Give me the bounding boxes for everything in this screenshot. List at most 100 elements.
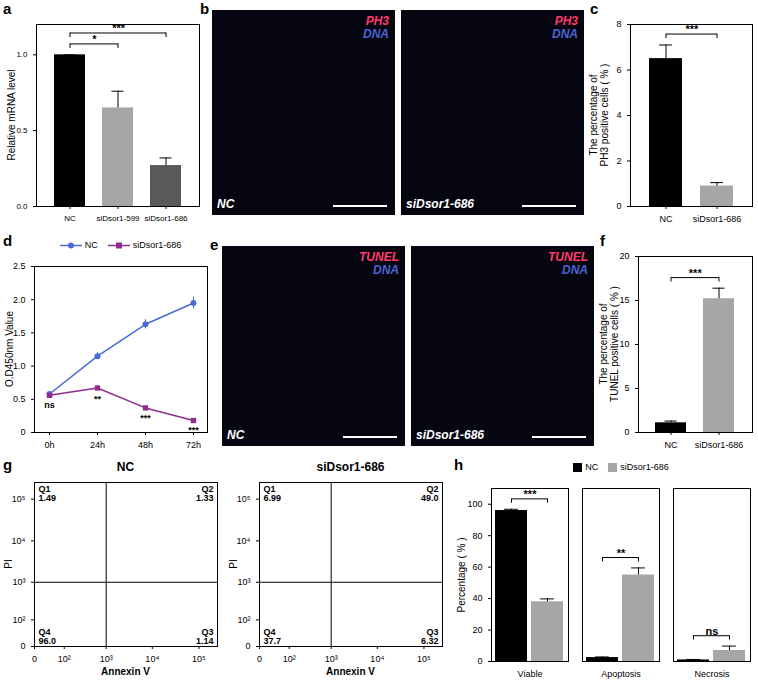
svg-text:***: *** [188,425,199,435]
svg-text:Apoptosis: Apoptosis [601,669,641,679]
svg-text:siDsor1-599: siDsor1-599 [96,214,140,223]
html-text:siDsor1-686: siDsor1-686 [132,240,182,250]
svg-text:***: *** [524,488,538,500]
svg-text:0.5: 0.5 [13,394,26,404]
svg-text:1.5: 1.5 [13,328,26,338]
svg-text:0: 0 [477,656,482,666]
svg-text:0: 0 [624,427,629,437]
svg-text:Q249.0: Q249.0 [421,484,439,503]
svg-text:0: 0 [245,641,250,651]
svg-text:1.0: 1.0 [16,50,28,59]
html-text:NC: NC [116,460,135,474]
html-text:NC: NC [84,240,98,250]
svg-text:40: 40 [472,593,482,603]
svg-text:10⁵: 10⁵ [192,654,206,664]
svg-text:ns: ns [706,625,719,637]
svg-text:Necrosis: Necrosis [694,669,730,679]
html-text:Annexin V: Annexin V [101,666,150,677]
svg-text:4: 4 [616,110,621,120]
svg-text:5: 5 [624,383,629,393]
svg-text:2: 2 [616,156,621,166]
svg-text:15: 15 [619,295,629,305]
html-text:DNA: DNA [363,27,389,41]
svg-text:ns: ns [44,400,55,410]
html-text:PH3: PH3 [365,14,389,28]
html-text:NC: NC [217,197,235,211]
html-text:siDsor1-686: siDsor1-686 [416,428,484,442]
svg-text:10³: 10³ [100,654,113,664]
svg-text:1.0: 1.0 [13,361,26,371]
svg-text:Q496.0: Q496.0 [39,627,57,646]
svg-text:0: 0 [616,201,621,211]
svg-text:0h: 0h [44,440,54,450]
svg-text:48h: 48h [138,440,153,450]
svg-text:***: *** [140,413,151,423]
svg-text:0.0: 0.0 [16,202,28,211]
svg-text:NC: NC [64,214,76,223]
svg-text:**: ** [617,547,626,559]
html-text:siDsor1-686: siDsor1-686 [316,460,385,474]
svg-text:Q11.49: Q11.49 [39,484,57,503]
svg-text:60: 60 [472,562,482,572]
html-text:TUNEL: TUNEL [548,250,588,264]
svg-text:10⁴: 10⁴ [12,536,26,546]
html-text:NC: NC [227,428,245,442]
svg-text:10⁴: 10⁴ [237,536,251,546]
html-text:Percentage ( % ): Percentage ( % ) [455,537,467,612]
svg-text:siDsor1-686: siDsor1-686 [144,214,188,223]
svg-text:10²: 10² [237,615,250,625]
svg-text:Q31.14: Q31.14 [196,627,214,646]
svg-text:NC: NC [665,440,678,450]
svg-text:10⁵: 10⁵ [12,494,26,504]
svg-text:10⁵: 10⁵ [237,494,251,504]
svg-text:Q437.7: Q437.7 [264,627,282,646]
svg-text:6: 6 [616,65,621,75]
html-text:siDsor1-686: siDsor1-686 [406,197,474,211]
svg-text:2.5: 2.5 [13,261,26,271]
html-text:DNA: DNA [552,27,578,41]
svg-text:10²: 10² [283,654,296,664]
svg-text:0: 0 [20,641,25,651]
html-text:PH3: PH3 [554,14,578,28]
svg-text:20: 20 [619,251,629,261]
html-text:The percentage of PH3 positive: The percentage of PH3 positive cells ( %… [588,63,610,167]
html-text:Relative mRNA level: Relative mRNA level [5,69,17,161]
svg-text:10³: 10³ [325,654,338,664]
svg-text:10³: 10³ [12,577,25,587]
svg-text:NC: NC [660,214,673,224]
svg-text:***: *** [689,267,703,279]
svg-text:24h: 24h [90,440,105,450]
svg-text:72h: 72h [186,440,201,450]
svg-text:0.5: 0.5 [16,126,28,135]
html-text:TUNEL: TUNEL [359,250,399,264]
svg-text:2.0: 2.0 [13,295,26,305]
svg-text:siDsor1-686: siDsor1-686 [695,440,744,450]
svg-text:80: 80 [472,531,482,541]
svg-text:0: 0 [20,427,25,437]
svg-text:10²: 10² [12,615,25,625]
html-text:Annexin V: Annexin V [326,666,375,677]
svg-text:10⁴: 10⁴ [370,654,384,664]
svg-text:Q36.32: Q36.32 [421,627,439,646]
svg-text:Viable: Viable [518,669,543,679]
svg-text:100: 100 [467,499,482,509]
svg-text:0: 0 [32,654,37,664]
svg-text:10³: 10³ [237,577,250,587]
svg-text:8: 8 [616,19,621,29]
svg-text:***: *** [112,22,126,34]
svg-text:**: ** [94,394,102,404]
svg-text:0: 0 [257,654,262,664]
html-text:O.D450nm Value: O.D450nm Value [3,311,15,387]
svg-text:10⁴: 10⁴ [145,654,159,664]
svg-text:*: * [92,33,97,45]
svg-text:20: 20 [472,625,482,635]
svg-text:10: 10 [619,339,629,349]
html-text:DNA: DNA [373,263,399,277]
html-text:DNA: DNA [562,263,588,277]
svg-text:10²: 10² [58,654,71,664]
html-text:The percentage of TUNEL positi: The percentage of TUNEL positive cells (… [598,286,620,402]
svg-text:10⁵: 10⁵ [417,654,431,664]
svg-text:Q16.99: Q16.99 [264,484,282,503]
svg-text:siDsor1-686: siDsor1-686 [693,214,742,224]
svg-text:Q21.33: Q21.33 [196,484,214,503]
